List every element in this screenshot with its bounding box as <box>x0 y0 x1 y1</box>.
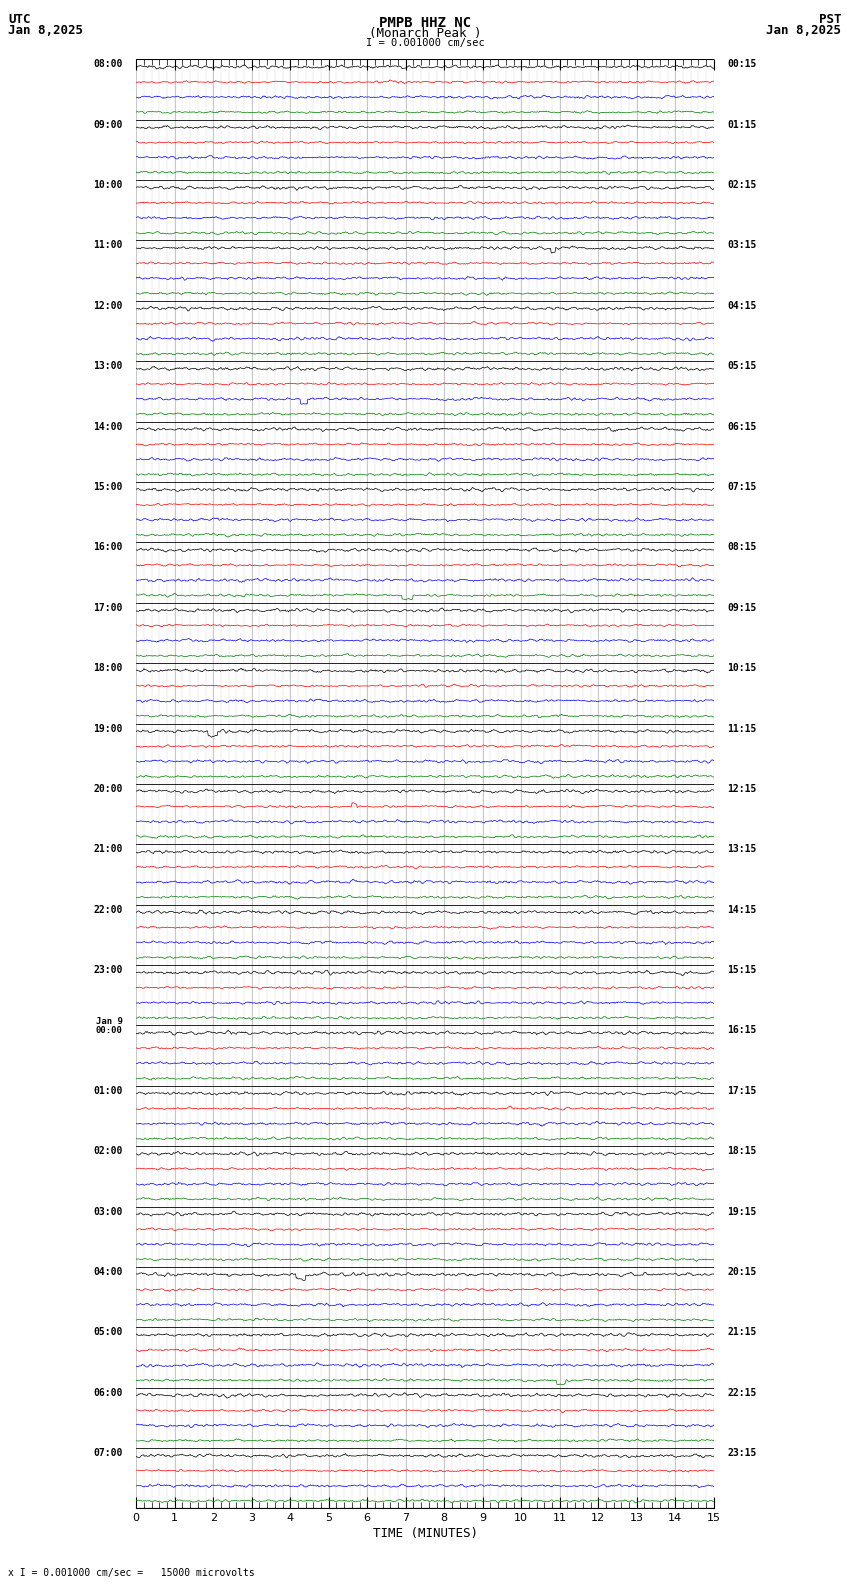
Text: 20:15: 20:15 <box>728 1267 756 1277</box>
Text: 23:00: 23:00 <box>94 965 122 976</box>
Text: 22:00: 22:00 <box>94 904 122 914</box>
Text: 09:00: 09:00 <box>94 120 122 130</box>
Text: 00:00: 00:00 <box>96 1026 122 1036</box>
Text: 18:15: 18:15 <box>728 1147 756 1156</box>
Text: 02:15: 02:15 <box>728 181 756 190</box>
Text: 16:15: 16:15 <box>728 1025 756 1036</box>
Text: 01:15: 01:15 <box>728 120 756 130</box>
Text: 10:00: 10:00 <box>94 181 122 190</box>
Text: 19:15: 19:15 <box>728 1207 756 1217</box>
Text: 19:00: 19:00 <box>94 724 122 733</box>
Text: 06:00: 06:00 <box>94 1388 122 1397</box>
Text: Jan 8,2025: Jan 8,2025 <box>767 24 842 36</box>
Text: 14:15: 14:15 <box>728 904 756 914</box>
Text: 21:15: 21:15 <box>728 1327 756 1337</box>
Text: 09:15: 09:15 <box>728 604 756 613</box>
Text: 04:00: 04:00 <box>94 1267 122 1277</box>
Text: 08:00: 08:00 <box>94 59 122 70</box>
X-axis label: TIME (MINUTES): TIME (MINUTES) <box>372 1527 478 1541</box>
Text: 03:00: 03:00 <box>94 1207 122 1217</box>
Text: 12:00: 12:00 <box>94 301 122 310</box>
Text: 03:15: 03:15 <box>728 241 756 250</box>
Text: 11:00: 11:00 <box>94 241 122 250</box>
Text: 21:00: 21:00 <box>94 844 122 854</box>
Text: 20:00: 20:00 <box>94 784 122 794</box>
Text: 13:00: 13:00 <box>94 361 122 371</box>
Text: (Monarch Peak ): (Monarch Peak ) <box>369 27 481 40</box>
Text: Jan 8,2025: Jan 8,2025 <box>8 24 83 36</box>
Text: x I = 0.001000 cm/sec =   15000 microvolts: x I = 0.001000 cm/sec = 15000 microvolts <box>8 1568 255 1578</box>
Text: 06:15: 06:15 <box>728 421 756 431</box>
Text: 07:15: 07:15 <box>728 482 756 493</box>
Text: 23:15: 23:15 <box>728 1448 756 1459</box>
Text: UTC: UTC <box>8 13 31 25</box>
Text: 05:15: 05:15 <box>728 361 756 371</box>
Text: 17:00: 17:00 <box>94 604 122 613</box>
Text: 16:00: 16:00 <box>94 542 122 553</box>
Text: 14:00: 14:00 <box>94 421 122 431</box>
Text: 07:00: 07:00 <box>94 1448 122 1459</box>
Text: 11:15: 11:15 <box>728 724 756 733</box>
Text: 13:15: 13:15 <box>728 844 756 854</box>
Text: PST: PST <box>819 13 842 25</box>
Text: 10:15: 10:15 <box>728 664 756 673</box>
Text: 01:00: 01:00 <box>94 1085 122 1096</box>
Text: PMPB HHZ NC: PMPB HHZ NC <box>379 16 471 30</box>
Text: 18:00: 18:00 <box>94 664 122 673</box>
Text: 12:15: 12:15 <box>728 784 756 794</box>
Text: 04:15: 04:15 <box>728 301 756 310</box>
Text: 15:00: 15:00 <box>94 482 122 493</box>
Text: 22:15: 22:15 <box>728 1388 756 1397</box>
Text: 17:15: 17:15 <box>728 1085 756 1096</box>
Text: I = 0.001000 cm/sec: I = 0.001000 cm/sec <box>366 38 484 48</box>
Text: 05:00: 05:00 <box>94 1327 122 1337</box>
Text: Jan 9: Jan 9 <box>96 1017 122 1026</box>
Text: 08:15: 08:15 <box>728 542 756 553</box>
Text: 02:00: 02:00 <box>94 1147 122 1156</box>
Text: 00:15: 00:15 <box>728 59 756 70</box>
Text: 15:15: 15:15 <box>728 965 756 976</box>
